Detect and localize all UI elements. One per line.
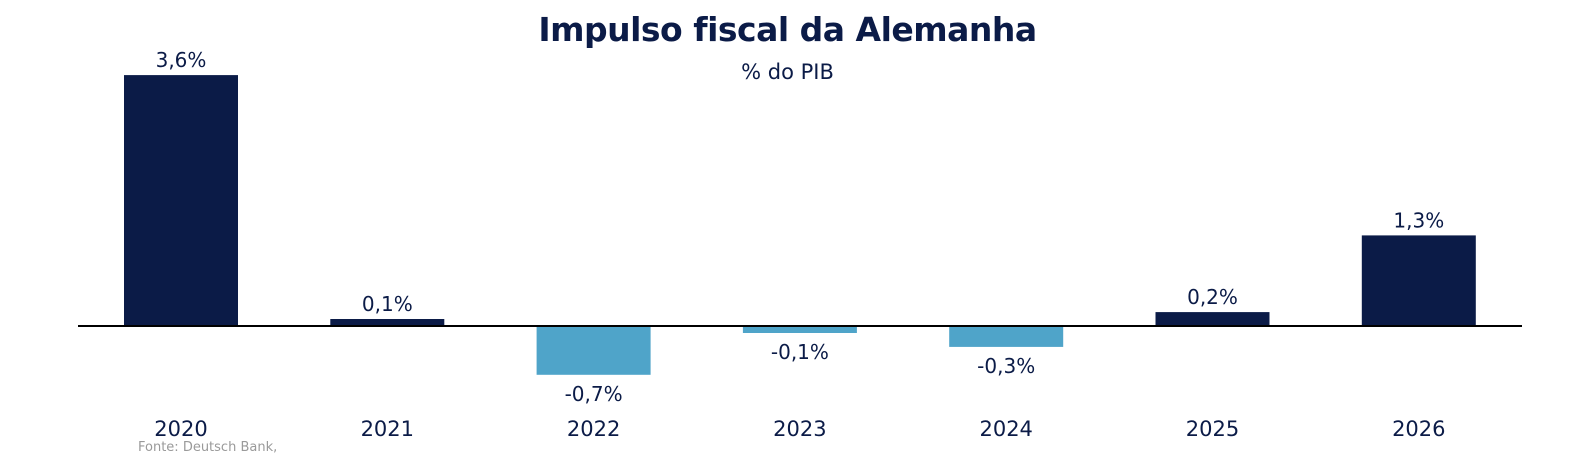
chart-subtitle: % do PIB: [741, 60, 834, 84]
data-label-2020: 3,6%: [156, 48, 207, 72]
data-label-2025: 0,2%: [1187, 285, 1238, 309]
x-tick-label-2024: 2024: [979, 417, 1032, 441]
bar-2021: [330, 319, 445, 326]
x-tick-labels-layer: 2020 2021 2022 2023 2024 2025 2026: [154, 417, 1445, 441]
data-label-2021: 0,1%: [362, 292, 413, 316]
data-label-2024: -0,3%: [977, 354, 1035, 378]
data-label-2022: -0,7%: [565, 382, 623, 406]
bar-2025: [1155, 312, 1270, 326]
bar-2024: [949, 326, 1064, 347]
x-tick-label-2025: 2025: [1186, 417, 1239, 441]
x-tick-label-2023: 2023: [773, 417, 826, 441]
chart-title: Impulso fiscal da Alemanha: [538, 10, 1037, 49]
x-tick-label-2022: 2022: [567, 417, 620, 441]
bar-2022: [536, 326, 651, 375]
data-label-2023: -0,1%: [771, 340, 829, 364]
bars-layer: [124, 75, 1476, 375]
data-label-2026: 1,3%: [1393, 208, 1444, 232]
x-tick-label-2026: 2026: [1392, 417, 1445, 441]
bar-2020: [124, 75, 238, 326]
x-tick-label-2021: 2021: [361, 417, 414, 441]
bar-2026: [1361, 235, 1476, 326]
source-note: Fonte: Deutsch Bank,: [138, 440, 278, 455]
data-labels-layer: 3,6% 0,1% -0,7% -0,1% -0,3% 0,2% 1,3%: [156, 48, 1445, 406]
x-tick-label-2020: 2020: [154, 417, 207, 441]
bar-2023: [742, 326, 857, 333]
